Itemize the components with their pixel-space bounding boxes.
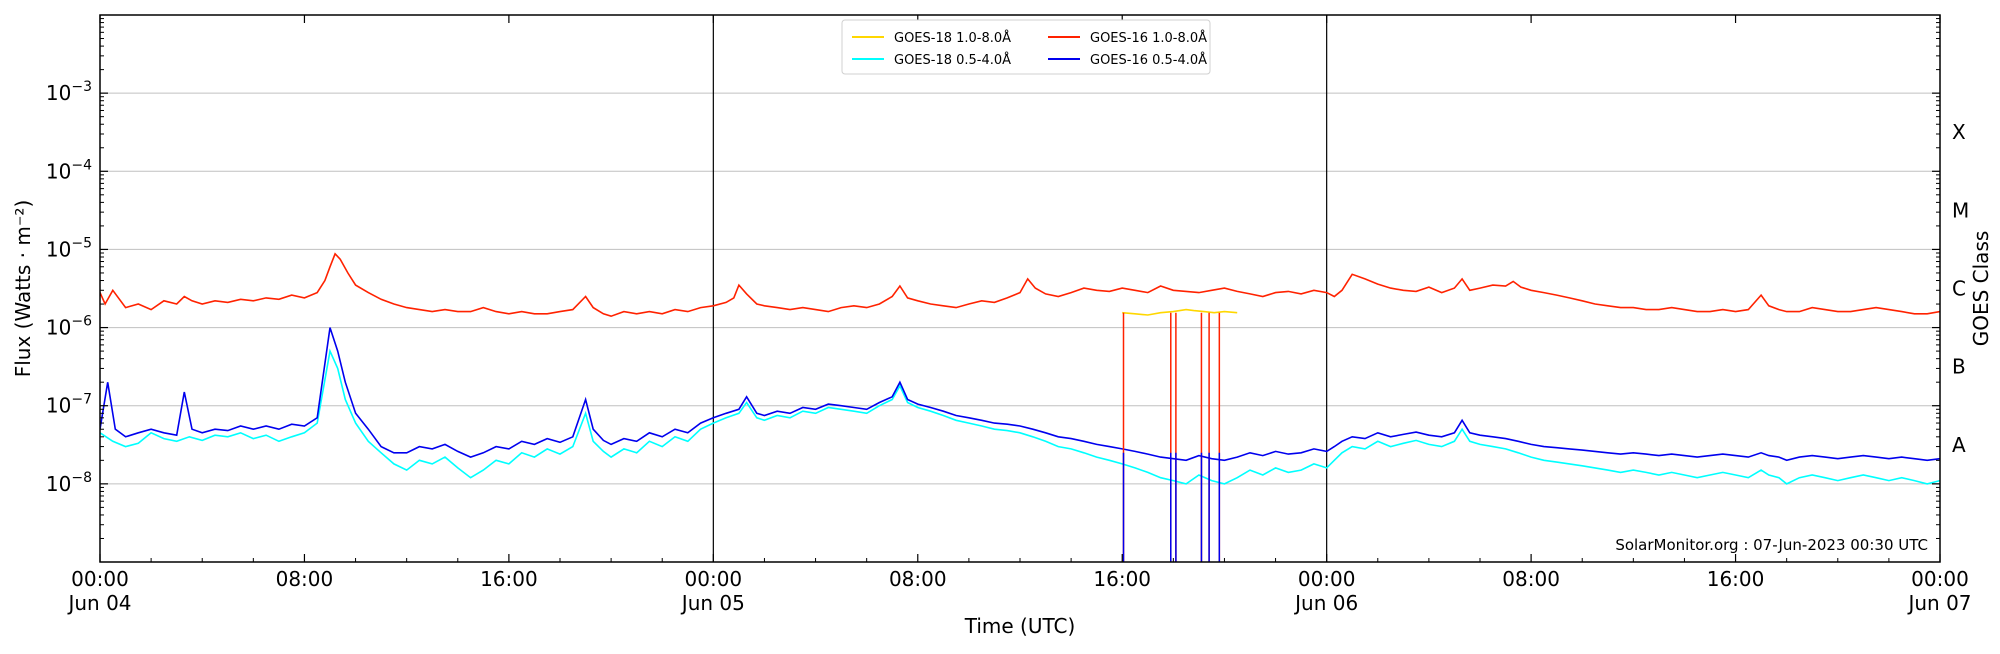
goes-class-label: C bbox=[1952, 277, 1966, 301]
series-line bbox=[100, 327, 1940, 462]
goes-class-label: A bbox=[1952, 433, 1966, 457]
y-axis-right-label: GOES Class bbox=[1969, 231, 1993, 347]
goes-class-label: B bbox=[1952, 355, 1966, 379]
goes-class-labels: A B C M X bbox=[1952, 120, 1969, 457]
plot-frame bbox=[99, 14, 1941, 563]
legend-label: GOES-16 1.0-8.0Å bbox=[1090, 30, 1207, 46]
legend: GOES-18 1.0-8.0Å GOES-18 0.5-4.0Å GOES-16 … bbox=[841, 19, 1211, 75]
series-line bbox=[100, 252, 1940, 318]
x-tick-label-time: 00:00 bbox=[685, 567, 743, 591]
x-tick-label-time: 08:00 bbox=[276, 567, 334, 591]
x-tick-label-time: 16:00 bbox=[1093, 567, 1151, 591]
legend-label: GOES-16 0.5-4.0Å bbox=[1090, 52, 1207, 68]
y-axis-label: Flux (Watts · m⁻²) bbox=[11, 200, 35, 378]
y-axis-ticks: 10−8 10−7 10−6 10−5 10−4 10−3 bbox=[46, 18, 1940, 539]
series-line bbox=[1122, 308, 1238, 316]
gridlines bbox=[100, 92, 1940, 485]
y-tick-label: 10−7 bbox=[46, 392, 92, 418]
y-tick-label: 10−5 bbox=[46, 235, 92, 261]
source-annotation: SolarMonitor.org : 07-Jun-2023 00:30 UTC bbox=[1615, 536, 1928, 554]
series-lines bbox=[100, 252, 1940, 562]
x-axis-label: Time (UTC) bbox=[964, 614, 1076, 638]
x-tick-label-date: Jun 05 bbox=[680, 591, 745, 615]
legend-label: GOES-18 0.5-4.0Å bbox=[894, 52, 1011, 68]
y-tick-label: 10−4 bbox=[46, 157, 92, 183]
y-tick-label: 10−6 bbox=[46, 314, 92, 340]
x-tick-label-time: 00:00 bbox=[71, 567, 129, 591]
y-tick-label: 10−3 bbox=[46, 79, 92, 105]
x-tick-label-time: 16:00 bbox=[480, 567, 538, 591]
x-tick-label-time: 08:00 bbox=[1502, 567, 1560, 591]
legend-box bbox=[841, 19, 1211, 75]
x-tick-label-time: 08:00 bbox=[889, 567, 947, 591]
goes-class-label: M bbox=[1952, 198, 1969, 222]
y-tick-label: 10−8 bbox=[46, 470, 92, 496]
x-tick-label-date: Jun 04 bbox=[66, 591, 131, 615]
day-separators bbox=[712, 15, 1328, 562]
x-tick-label-time: 16:00 bbox=[1707, 567, 1765, 591]
x-tick-label-date: Jun 06 bbox=[1293, 591, 1358, 615]
series-line bbox=[100, 348, 1940, 485]
x-tick-label-time: 00:00 bbox=[1911, 567, 1969, 591]
goes-class-label: X bbox=[1952, 120, 1966, 144]
legend-label: GOES-18 1.0-8.0Å bbox=[894, 30, 1011, 46]
x-tick-label-time: 00:00 bbox=[1298, 567, 1356, 591]
x-tick-label-date: Jun 07 bbox=[1906, 591, 1971, 615]
